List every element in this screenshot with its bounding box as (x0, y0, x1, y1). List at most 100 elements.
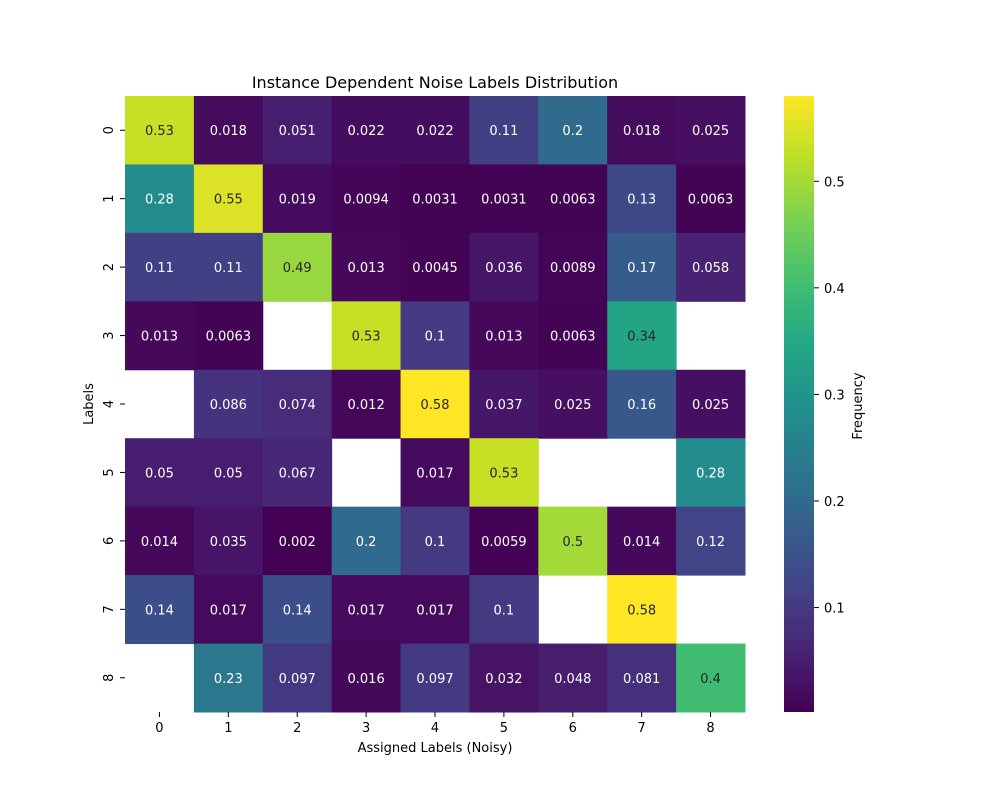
heatmap-cell (469, 438, 539, 508)
heatmap-cell (193, 164, 264, 234)
heatmap-cell (676, 506, 746, 576)
cell-value-label: 0.14 (145, 603, 174, 618)
cell-value-label: 0.0063 (206, 330, 252, 345)
cell-value-label: 0.016 (348, 672, 385, 687)
cell-value-label: 0.0063 (688, 193, 734, 208)
heatmap-cell (400, 506, 470, 576)
heatmap-cell (538, 96, 608, 165)
heatmap-cell (538, 232, 608, 302)
cell-value-label: 0.012 (348, 398, 385, 413)
cell-value-label: 0.067 (279, 466, 316, 481)
heatmap-cell-labels: 0.53 0.018 0.051 0.022 0.022 0.11 0.2 0.018 0.02… (141, 124, 733, 687)
y-tick-label: 5 (102, 468, 117, 476)
cell-value-label: 0.2 (356, 535, 377, 550)
cell-value-label: 0.0089 (550, 261, 596, 276)
cell-value-label: 0.018 (623, 124, 660, 139)
cell-value-label: 0.0063 (550, 330, 596, 345)
cell-value-label: 0.58 (421, 398, 450, 413)
cell-value-label: 0.13 (627, 193, 656, 208)
cell-value-label: 0.086 (210, 398, 247, 413)
cell-value-label: 0.097 (416, 672, 453, 687)
cell-value-label: 0.05 (214, 466, 243, 481)
heatmap-cell (193, 301, 264, 371)
heatmap-cell (469, 96, 539, 165)
cell-value-label: 0.022 (416, 124, 453, 139)
cell-value-label: 0.037 (485, 398, 522, 413)
y-tick-label: 3 (102, 331, 117, 339)
cell-value-label: 0.081 (623, 672, 660, 687)
cell-value-label: 0.036 (485, 261, 522, 276)
cell-value-label: 0.11 (145, 261, 174, 276)
x-tick-label: 3 (362, 721, 370, 736)
cell-value-label: 0.025 (692, 124, 729, 139)
x-tick-label: 2 (293, 721, 301, 736)
heatmap-cell (469, 232, 539, 302)
cell-value-label: 0.0045 (412, 261, 458, 276)
heatmap-cell (607, 575, 677, 645)
cell-value-label: 0.23 (214, 672, 243, 687)
heatmap-cell (262, 506, 333, 576)
cell-value-label: 0.035 (210, 535, 247, 550)
x-tick-label: 5 (500, 721, 508, 736)
heatmap-cell (400, 164, 470, 234)
heatmap-cell (400, 96, 470, 165)
heatmap-cell (469, 506, 539, 576)
heatmap-cell (193, 438, 264, 508)
cell-value-label: 0.11 (214, 261, 243, 276)
heatmap-cell (538, 506, 608, 576)
heatmap-cell (676, 164, 746, 234)
x-axis-label: Assigned Labels (Noisy) (358, 741, 513, 756)
cell-value-label: 0.013 (141, 330, 178, 345)
heatmap-cell (400, 232, 470, 302)
cell-value-label: 0.53 (489, 466, 518, 481)
heatmap-cell (400, 643, 470, 713)
y-tick-label: 7 (102, 605, 117, 613)
heatmap-cell (125, 232, 195, 302)
heatmap-cell (469, 301, 539, 371)
heatmap-cell (262, 96, 333, 165)
cell-value-label: 0.12 (696, 535, 725, 550)
cell-value-label: 0.55 (214, 193, 243, 208)
cell-value-label: 0.025 (692, 398, 729, 413)
cell-value-label: 0.53 (352, 330, 381, 345)
x-tick-label: 1 (224, 721, 232, 736)
heatmap-cell (125, 96, 195, 165)
heatmap-cell (538, 301, 608, 371)
colorbar-tick-label: 0.4 (824, 282, 845, 297)
cell-value-label: 0.051 (279, 124, 316, 139)
heatmap-cell (331, 643, 402, 713)
x-tick-label: 8 (706, 721, 714, 736)
cell-value-label: 0.0059 (481, 535, 527, 550)
heatmap-cell (469, 164, 539, 234)
heatmap-cell (400, 575, 470, 645)
cell-value-label: 0.4 (700, 672, 721, 687)
colorbar-tick-label: 0.3 (824, 388, 845, 403)
heatmap-cell (607, 96, 677, 165)
cell-value-label: 0.017 (210, 603, 247, 618)
heatmap-cell (193, 96, 264, 165)
heatmap-cell (331, 232, 402, 302)
heatmap-cell (538, 164, 608, 234)
x-tick-label: 6 (569, 721, 577, 736)
colorbar (784, 96, 814, 712)
chart-title: Instance Dependent Noise Labels Distribu… (252, 73, 618, 92)
cell-value-label: 0.017 (416, 603, 453, 618)
heatmap-cell (607, 506, 677, 576)
x-axis-ticks: 0 1 2 3 4 5 6 7 8 (155, 712, 715, 736)
cell-value-label: 0.53 (145, 124, 174, 139)
cell-value-label: 0.0094 (343, 193, 389, 208)
heatmap-cell (331, 301, 402, 371)
y-tick-label: 0 (102, 126, 117, 134)
x-tick-label: 7 (638, 721, 646, 736)
y-tick-label: 8 (102, 674, 117, 682)
heatmap-cell (125, 301, 195, 371)
heatmap-cell (193, 575, 264, 645)
heatmap-cells (125, 96, 746, 713)
heatmap-cell (193, 643, 264, 713)
heatmap-cell (193, 369, 264, 439)
y-axis-ticks: 0 1 2 3 4 5 6 7 8 (102, 126, 125, 682)
cell-value-label: 0.013 (348, 261, 385, 276)
cell-value-label: 0.0063 (550, 193, 596, 208)
